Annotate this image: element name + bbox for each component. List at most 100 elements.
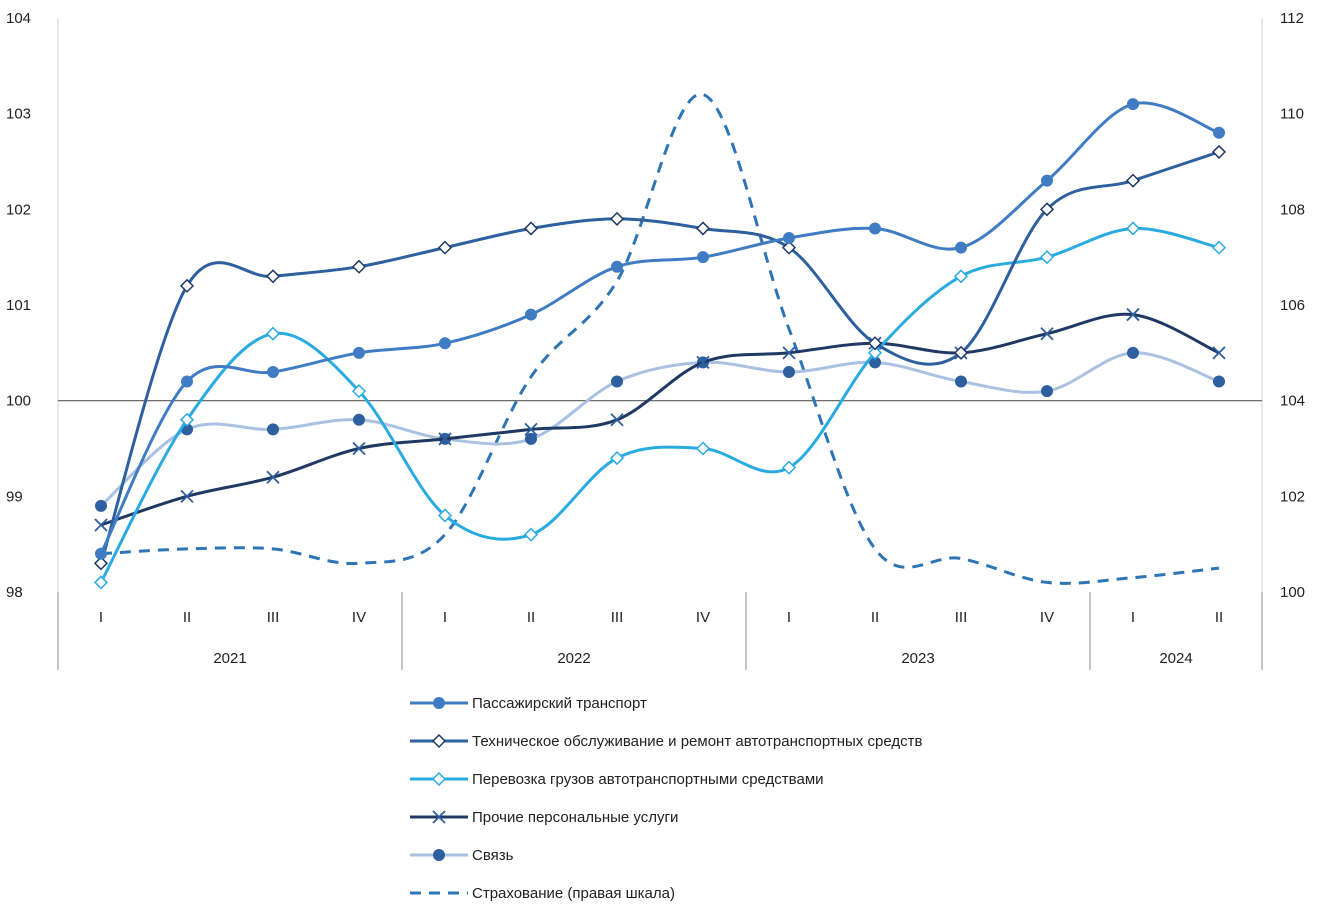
y-left-tick-label: 103 [6,106,31,123]
x-quarter-label: IV [1040,609,1054,626]
x-quarter-label: III [955,609,968,626]
series-point [1125,221,1141,236]
series-point [352,441,366,456]
series-point [611,260,623,273]
series-point [438,432,452,446]
series-point [867,336,883,351]
legend-marker [431,733,447,749]
series-point [181,375,193,388]
x-quarter-label: I [99,609,103,626]
y-right-tick-label: 100 [1280,584,1305,601]
y-left-tick-label: 98 [6,584,23,601]
series-point [1211,144,1227,159]
legend-marker [431,771,447,787]
series-point [1039,202,1055,217]
x-quarter-label: II [871,609,879,626]
series-point [609,451,625,466]
series-point [439,337,451,350]
series-point [695,221,711,236]
series-point [955,241,967,254]
x-quarter-label: IV [696,609,710,626]
series-point [1127,346,1139,359]
series-point [523,221,539,236]
series-point [695,441,711,456]
series-point [351,384,367,399]
series-point [525,308,537,321]
series-point [953,269,969,284]
series-point [437,508,453,523]
legend-item: Страхование (правая шкала) [410,885,675,902]
series-point [179,412,195,427]
x-quarter-label: II [183,609,191,626]
legend-marker [433,849,445,861]
y-left-tick-label: 102 [6,201,31,218]
series-point [94,518,108,532]
series-point [353,346,365,359]
series-point [783,232,795,245]
y-left-tick-label: 100 [6,393,31,410]
legend-label: Техническое обслуживание и ремонт автотр… [472,733,922,750]
x-quarter-label: IV [352,609,366,626]
series-point [351,259,367,274]
legend-item: Техническое обслуживание и ремонт автотр… [410,733,922,750]
legend-item: Связь [410,847,514,864]
series-point [1040,327,1054,341]
legend-label: Связь [472,847,514,864]
y-right-tick-label: 106 [1280,297,1305,314]
series-point [265,269,281,284]
legend-marker [432,810,446,824]
series-point [781,240,797,255]
x-year-label: 2021 [213,650,246,667]
legend-item: Пассажирский транспорт [410,695,647,712]
series-line [100,312,1220,527]
x-quarter-label: I [787,609,791,626]
series-point [782,346,796,360]
x-quarter-label: III [267,609,280,626]
series-point [1213,126,1225,139]
series-point [265,326,281,341]
series-point [611,375,623,388]
series-point [93,556,109,571]
series-group [95,98,1225,560]
series-line [100,92,1220,585]
x-year-label: 2022 [557,650,590,667]
series-point [180,489,194,503]
series-point [867,345,883,360]
series-point [95,547,107,560]
series-point [955,375,967,388]
series-point [525,432,537,445]
series-point [1126,307,1140,322]
series-point [1039,250,1055,265]
series-point [869,222,881,235]
series-line [99,150,1220,564]
x-year-label: 2024 [1159,650,1192,667]
series-point [353,413,365,426]
series-line [99,226,1220,584]
series-point [1211,240,1227,255]
legend-item: Прочие персональные услуги [410,809,678,826]
y-left-tick-label: 104 [6,10,31,27]
series-point [781,460,797,475]
y-left-tick-label: 101 [6,297,31,314]
x-quarter-label: II [1215,609,1223,626]
series-point [610,413,624,427]
legend-label: Прочие персональные услуги [472,809,678,826]
series-point [179,278,195,293]
series-point [266,470,280,484]
series-point [267,365,279,378]
series-point [1041,174,1053,187]
x-quarter-label: III [611,609,624,626]
series-point [609,211,625,226]
series-point [524,422,538,437]
series-group [93,144,1227,571]
y-right-tick-label: 112 [1280,10,1304,27]
series-point [93,575,109,590]
x-quarter-label: I [443,609,447,626]
x-quarter-label: II [527,609,535,626]
series-point [953,345,969,360]
series-point [437,240,453,255]
series-point [697,251,709,264]
series-point [95,499,107,512]
